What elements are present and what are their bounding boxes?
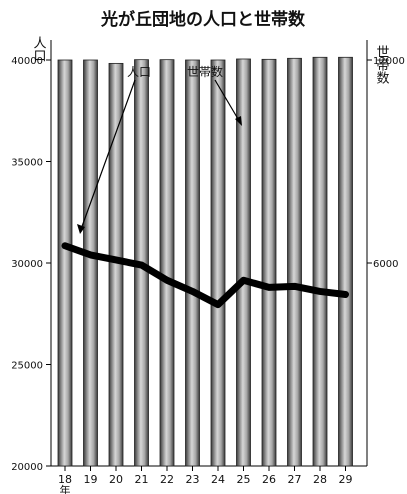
x-tick-label: 19 (84, 473, 98, 486)
chart-title: 光が丘団地の人口と世帯数 (100, 9, 306, 30)
x-tick-label: 27 (288, 473, 302, 486)
point-population (139, 263, 144, 268)
bar-households (338, 56, 353, 467)
bar-households (159, 59, 175, 467)
line-population (61, 242, 349, 309)
x-tick-label: 25 (237, 473, 251, 486)
annotation-households-arrow (214, 79, 242, 125)
annotation-population-arrow (79, 79, 136, 233)
right-tick-label: 12000 (373, 56, 405, 67)
x-tick-label: 28 (313, 473, 327, 486)
annotation-population-arrowhead (77, 224, 85, 234)
x-tick-label: 18 (58, 473, 72, 486)
right-axis-label: 世帯数 (374, 45, 390, 84)
annotation-households-arrowhead (235, 116, 242, 126)
bar-households (83, 59, 98, 467)
point-population (88, 252, 93, 257)
point-population (63, 243, 67, 248)
left-tick-label: 20000 (11, 462, 43, 473)
bar-households (261, 58, 277, 467)
point-population (165, 278, 169, 283)
x-tick-label: 21 (135, 473, 149, 486)
point-population (216, 302, 220, 307)
bar-households (185, 59, 200, 467)
x-unit-label: 年 (60, 483, 71, 494)
left-tick-label: 40000 (11, 56, 43, 67)
left-tick-label: 35000 (11, 158, 43, 169)
x-tick-label: 24 (211, 473, 225, 486)
x-tick-label: 26 (262, 473, 276, 486)
x-tick-label: 29 (339, 473, 353, 486)
point-population (114, 257, 118, 262)
x-tick-label: 22 (160, 473, 174, 486)
bar-households (108, 62, 124, 467)
x-tick-label: 20 (109, 473, 123, 486)
point-population (241, 278, 246, 283)
right-tick-label: 6000 (373, 259, 398, 270)
point-population (292, 284, 297, 289)
annotation-households: 世帯数 (187, 64, 223, 79)
bar-households (210, 59, 226, 467)
annotation-population: 人口 (127, 65, 151, 79)
bar-households (312, 56, 328, 467)
plot-area: 20000 25000 30000 35000 40000 6000 12000 18 19 20… (11, 40, 405, 494)
bar-households (57, 59, 73, 467)
point-population (343, 292, 348, 297)
left-tick-label: 30000 (11, 259, 43, 270)
point-population (318, 289, 322, 294)
bar-households (287, 57, 302, 467)
point-population (190, 289, 195, 294)
left-axis-label: 人口 (31, 36, 47, 62)
point-population (267, 285, 271, 290)
left-tick-label: 25000 (11, 361, 43, 372)
x-tick-label: 23 (186, 473, 200, 486)
